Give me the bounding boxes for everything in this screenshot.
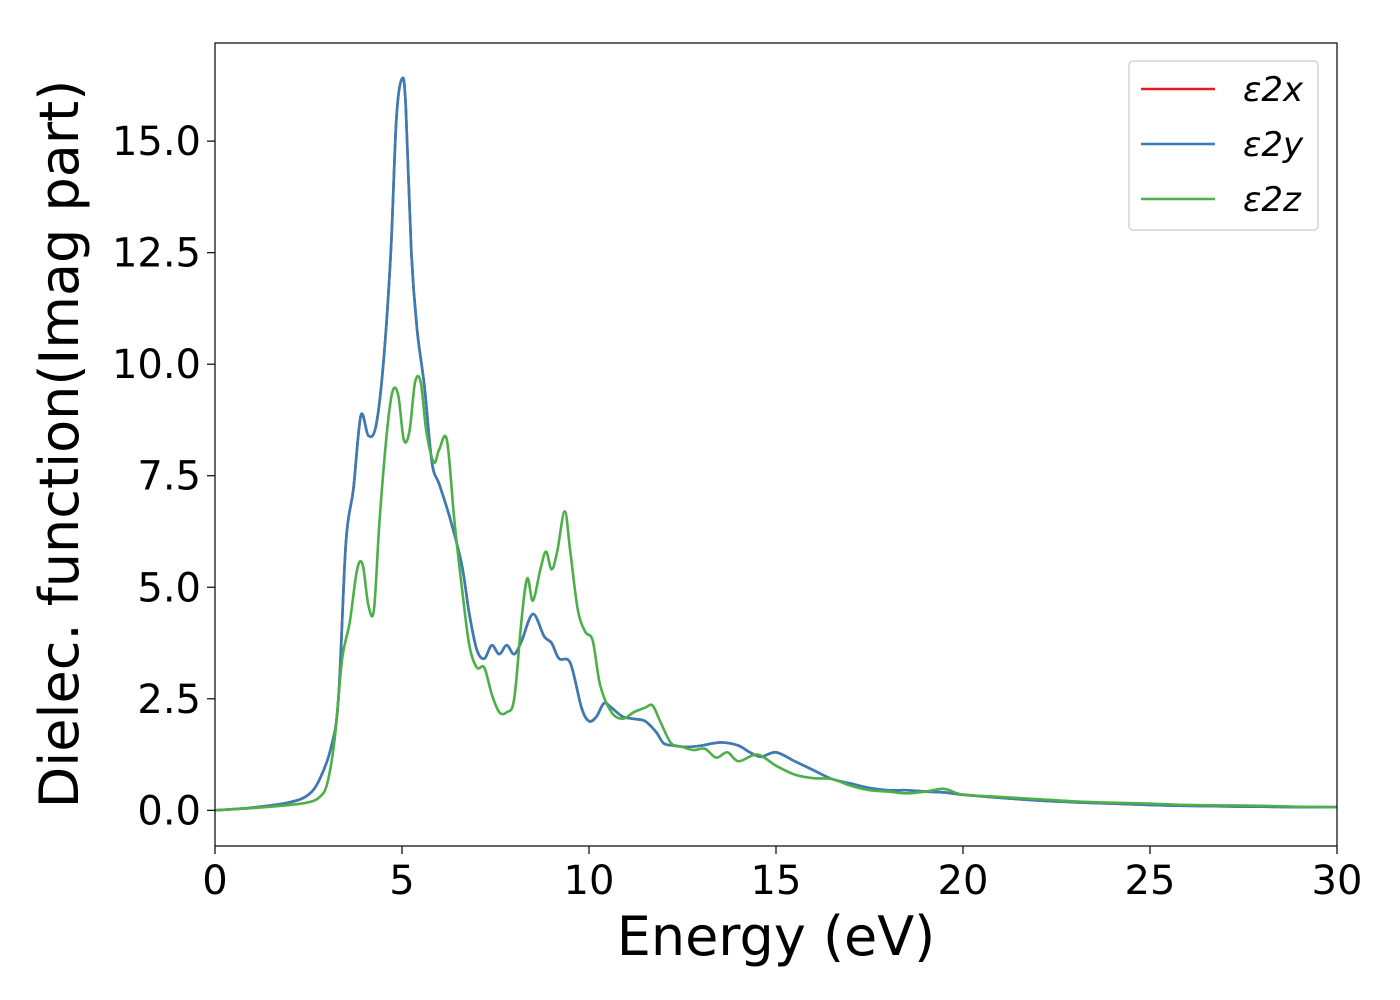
- legend: ε2x ε2y ε2z: [1128, 60, 1319, 231]
- x-tick-label: 5: [389, 858, 414, 904]
- y-tick-label: 12.5: [112, 231, 201, 277]
- legend-label-3: ε2z: [1243, 180, 1302, 220]
- x-axis: 0 5 10 15 20 25 30: [202, 846, 1362, 904]
- series-line-2: [214, 76, 1338, 812]
- legend-frame: [1128, 60, 1319, 231]
- x-tick-label: 30: [1312, 858, 1363, 904]
- y-tick-label: 5.0: [137, 565, 201, 611]
- x-tick-label: 15: [751, 858, 802, 904]
- x-tick-label: 0: [202, 858, 227, 904]
- y-tick-label: 2.5: [137, 677, 201, 723]
- series-layer: [214, 76, 1338, 812]
- y-axis-title: Dielec. function(Imag part): [28, 80, 91, 809]
- y-tick-label: 15.0: [112, 119, 201, 165]
- legend-label-2: ε2y: [1243, 125, 1304, 165]
- y-tick-label: 10.0: [112, 342, 201, 388]
- series-line-3: [214, 374, 1338, 812]
- x-tick-label: 10: [564, 858, 615, 904]
- y-tick-label: 0.0: [137, 788, 201, 834]
- x-tick-label: 20: [938, 858, 989, 904]
- y-tick-label: 7.5: [137, 454, 201, 500]
- x-tick-label: 25: [1125, 858, 1176, 904]
- x-axis-title: Energy (eV): [617, 905, 936, 968]
- y-axis: 0.0 2.5 5.0 7.5 10.0 12.5 15.0: [112, 119, 215, 834]
- legend-label-1: ε2x: [1243, 70, 1304, 110]
